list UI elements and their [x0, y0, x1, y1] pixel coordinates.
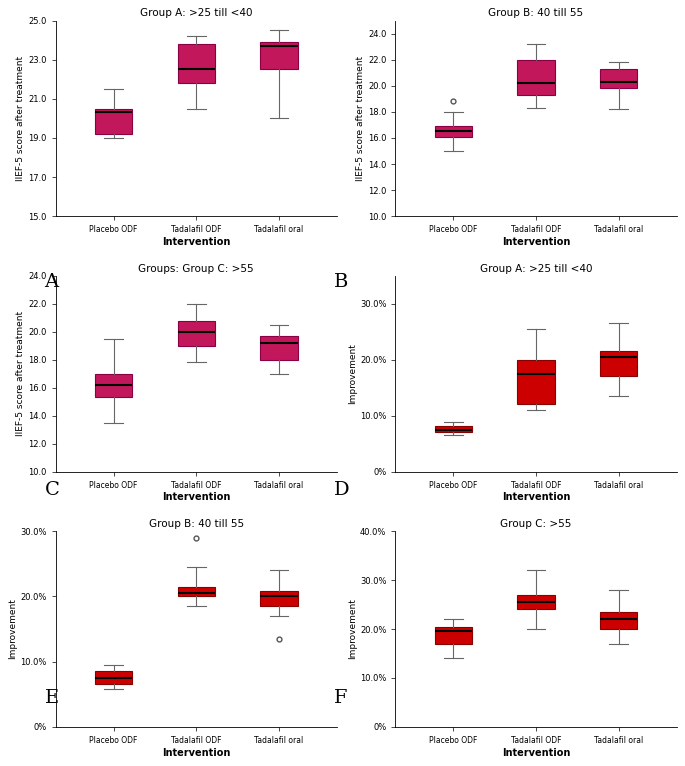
Text: C: C	[45, 481, 60, 499]
Title: Group A: >25 till <40: Group A: >25 till <40	[140, 8, 253, 18]
Text: B: B	[334, 273, 349, 291]
Text: A: A	[45, 273, 59, 291]
Text: D: D	[334, 481, 350, 499]
PathPatch shape	[600, 612, 637, 629]
PathPatch shape	[177, 44, 215, 83]
PathPatch shape	[95, 374, 132, 398]
PathPatch shape	[517, 594, 555, 610]
PathPatch shape	[600, 352, 637, 376]
PathPatch shape	[435, 126, 472, 136]
PathPatch shape	[517, 360, 555, 404]
X-axis label: Intervention: Intervention	[502, 493, 570, 502]
Y-axis label: Improvement: Improvement	[348, 343, 357, 404]
Y-axis label: IIEF-5 score after treatment: IIEF-5 score after treatment	[16, 311, 25, 437]
Y-axis label: Improvement: Improvement	[348, 598, 357, 660]
Title: Group B: 40 till 55: Group B: 40 till 55	[149, 519, 244, 529]
PathPatch shape	[177, 587, 215, 597]
Y-axis label: IIEF-5 score after treatment: IIEF-5 score after treatment	[16, 56, 25, 181]
PathPatch shape	[260, 42, 298, 70]
Text: E: E	[45, 689, 59, 707]
PathPatch shape	[177, 320, 215, 345]
Title: Group C: >55: Group C: >55	[500, 519, 572, 529]
X-axis label: Intervention: Intervention	[502, 237, 570, 247]
Title: Group B: 40 till 55: Group B: 40 till 55	[488, 8, 584, 18]
Y-axis label: IIEF-5 score after treatment: IIEF-5 score after treatment	[356, 56, 365, 181]
Text: F: F	[334, 689, 347, 707]
X-axis label: Intervention: Intervention	[162, 748, 230, 758]
PathPatch shape	[435, 426, 472, 432]
X-axis label: Intervention: Intervention	[162, 237, 230, 247]
PathPatch shape	[600, 69, 637, 88]
PathPatch shape	[517, 60, 555, 95]
Title: Groups: Group C: >55: Groups: Group C: >55	[138, 264, 254, 273]
Y-axis label: Improvement: Improvement	[8, 598, 17, 660]
X-axis label: Intervention: Intervention	[502, 748, 570, 758]
Title: Group A: >25 till <40: Group A: >25 till <40	[479, 264, 593, 273]
PathPatch shape	[260, 591, 298, 606]
PathPatch shape	[95, 109, 132, 134]
PathPatch shape	[260, 336, 298, 360]
X-axis label: Intervention: Intervention	[162, 493, 230, 502]
PathPatch shape	[435, 627, 472, 643]
PathPatch shape	[95, 672, 132, 685]
